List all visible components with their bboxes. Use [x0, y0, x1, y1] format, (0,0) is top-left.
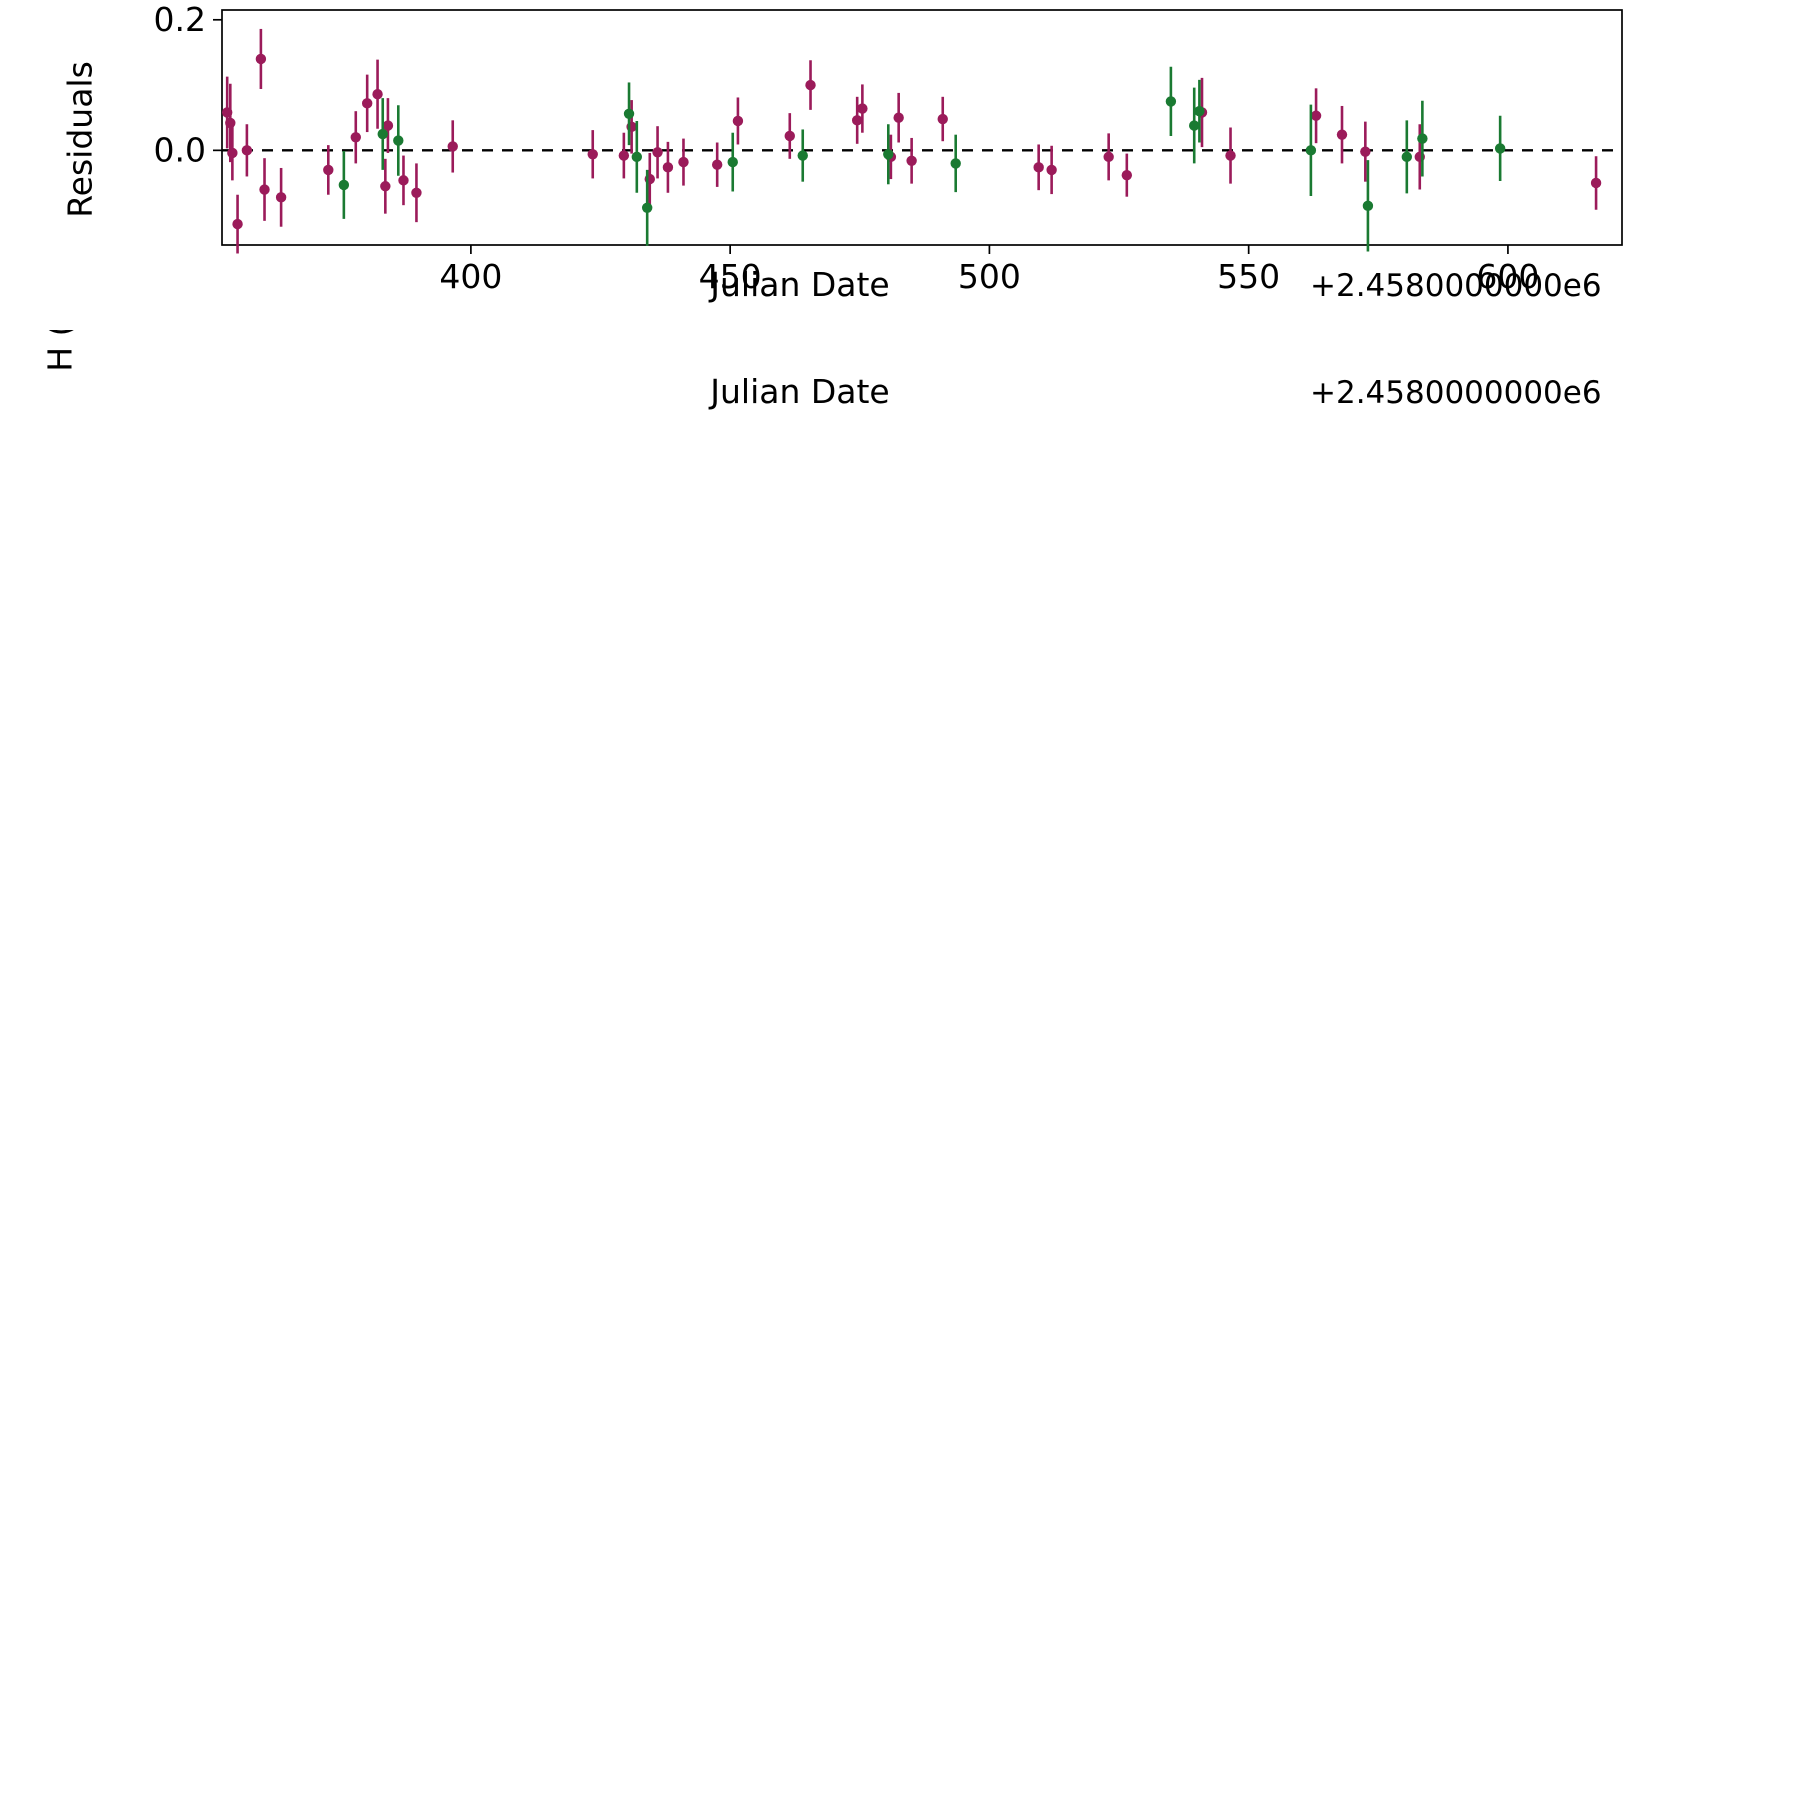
residuals-xtick: 400: [439, 257, 502, 296]
data-point: [1360, 146, 1371, 157]
data-point: [711, 159, 723, 170]
data-point: [727, 156, 738, 168]
data-point: [641, 202, 653, 213]
data-point: [937, 113, 948, 125]
data-point: [372, 89, 383, 100]
data-point: [1046, 164, 1057, 176]
data-point: [411, 187, 422, 198]
data-point: [398, 175, 409, 186]
data-point: [1336, 129, 1348, 140]
data-point: [1189, 120, 1200, 131]
data-point: [662, 162, 674, 173]
lightcurve-x-offset: +2.4580000000e6: [1310, 375, 1602, 411]
data-point: [631, 151, 643, 163]
data-point: [1225, 150, 1236, 161]
residuals-xtick: 600: [1476, 257, 1539, 296]
residuals-ytick: 0.0: [154, 130, 206, 169]
data-point: [377, 128, 388, 140]
data-point: [1033, 162, 1044, 173]
residuals-ylabel: Residuals: [60, 61, 100, 218]
data-point: [851, 115, 863, 126]
data-point: [1310, 110, 1322, 121]
lightcurve-xlabel: Julian Date: [710, 372, 890, 411]
data-point: [1494, 143, 1506, 154]
data-point: [393, 135, 404, 146]
data-point: [225, 117, 236, 129]
ticks: 0.0 0.2 400 450 500 550 600: [154, 0, 1540, 296]
residuals-xtick: 450: [699, 257, 762, 296]
data-point: [1194, 105, 1205, 117]
data-point: [259, 184, 270, 195]
data-point: [1103, 151, 1114, 163]
data-point: [587, 149, 598, 160]
data-point: [1165, 96, 1177, 107]
data-point: [906, 155, 917, 166]
data-point: [1305, 145, 1317, 156]
data-point: [883, 149, 894, 160]
data-point: [338, 179, 350, 191]
data-point: [241, 145, 253, 156]
data-point: [1417, 133, 1428, 144]
data-point: [652, 147, 663, 158]
data-point: [232, 218, 243, 230]
residuals-xtick: 500: [958, 257, 1021, 296]
data-point: [275, 192, 287, 203]
residuals-xtick: 550: [1217, 257, 1280, 296]
data-point: [382, 120, 394, 131]
axes-frame: [221, 9, 1623, 246]
data-point: [1362, 200, 1374, 212]
data-point: [732, 115, 744, 127]
data-point: [447, 141, 458, 152]
data-point: [323, 164, 334, 176]
data-point: [857, 103, 868, 114]
data-point: [618, 150, 630, 161]
data-point: [1401, 151, 1413, 163]
data-point: [350, 132, 361, 143]
data-point: [227, 147, 238, 159]
data-point: [623, 108, 635, 119]
residuals-ytick: 0.2: [154, 0, 206, 39]
residuals-xlabel: Julian Date: [710, 265, 890, 304]
data-point: [950, 158, 961, 169]
data-point: [255, 53, 267, 65]
data-point: [805, 79, 816, 91]
data-point: [1590, 177, 1602, 189]
data-point: [797, 150, 808, 161]
residuals-x-offset: +2.4580000000e6: [1310, 268, 1602, 304]
data-point: [380, 181, 391, 192]
data-point: [784, 130, 795, 142]
data-point: [1121, 169, 1133, 181]
data-series: [221, 28, 1602, 254]
data-point: [361, 98, 373, 109]
residuals-plot: 0.0 0.2 400 450 500 550 600: [154, 0, 1623, 296]
data-point: [678, 156, 689, 168]
data-point: [893, 112, 904, 123]
panel-residuals: Residuals 0.0 0.2 400 450 500 550 600 Julian D…: [0, 0, 1800, 330]
